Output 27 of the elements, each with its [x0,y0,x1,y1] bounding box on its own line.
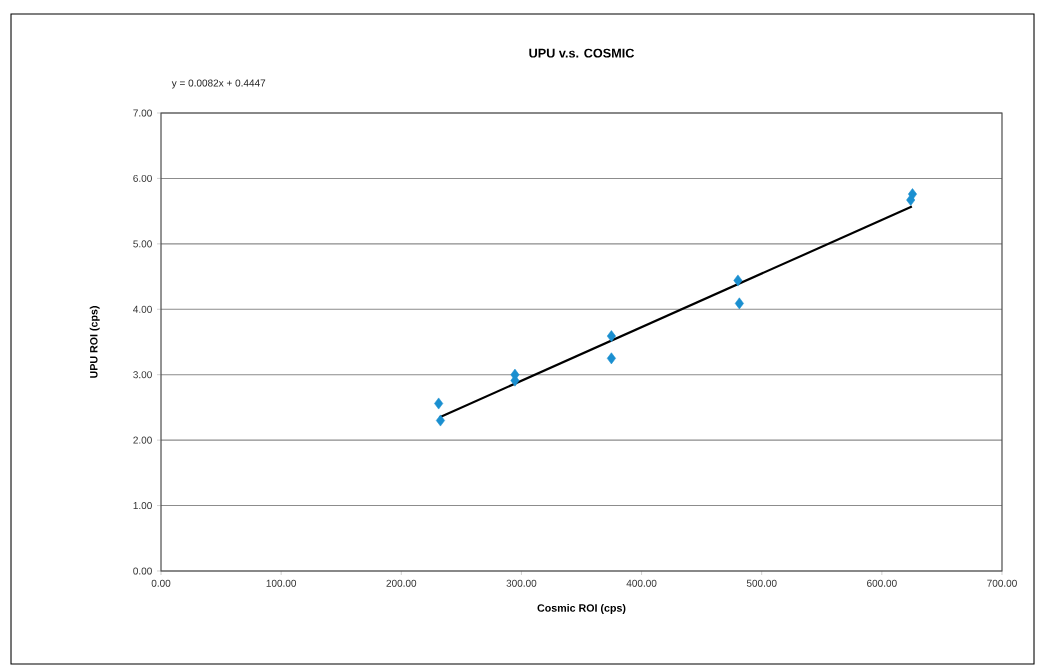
y-tick-label: 6.00 [133,174,152,182]
x-tick-label: 700.00 [987,579,1017,587]
x-tick-label: 200.00 [386,579,417,587]
point [435,414,445,427]
x-tick-label: 500.00 [746,579,777,587]
point [434,397,444,410]
y-tick-label: 0.00 [133,567,152,575]
point [733,274,743,287]
y-tick-label: 1.00 [133,502,152,510]
x-tick-label: 0.00 [151,579,171,587]
point [734,297,744,310]
x-tick-label: 400.00 [626,579,657,587]
point [906,194,916,206]
text: y = 0.0082x + 0.4447 [171,79,266,89]
y-tick-label: 5.00 [133,240,152,248]
y-tick-label: 3.00 [133,371,152,379]
y-tick-label: 2.00 [133,436,152,444]
point [606,330,616,342]
x-tick-label: 100.00 [266,579,297,587]
point [606,352,616,365]
chart-title: UPU v.s. COSMIC [529,48,635,58]
y-tick-label: 4.00 [133,305,152,313]
y-axis-title: UPU ROI (cps) [89,306,100,378]
y-tick-label: 7.00 [133,109,152,117]
x-tick-label: 600.00 [867,579,897,587]
x-tick-label: 300.00 [506,579,537,587]
x-axis-title: Cosmic ROI (cps) [537,603,626,614]
